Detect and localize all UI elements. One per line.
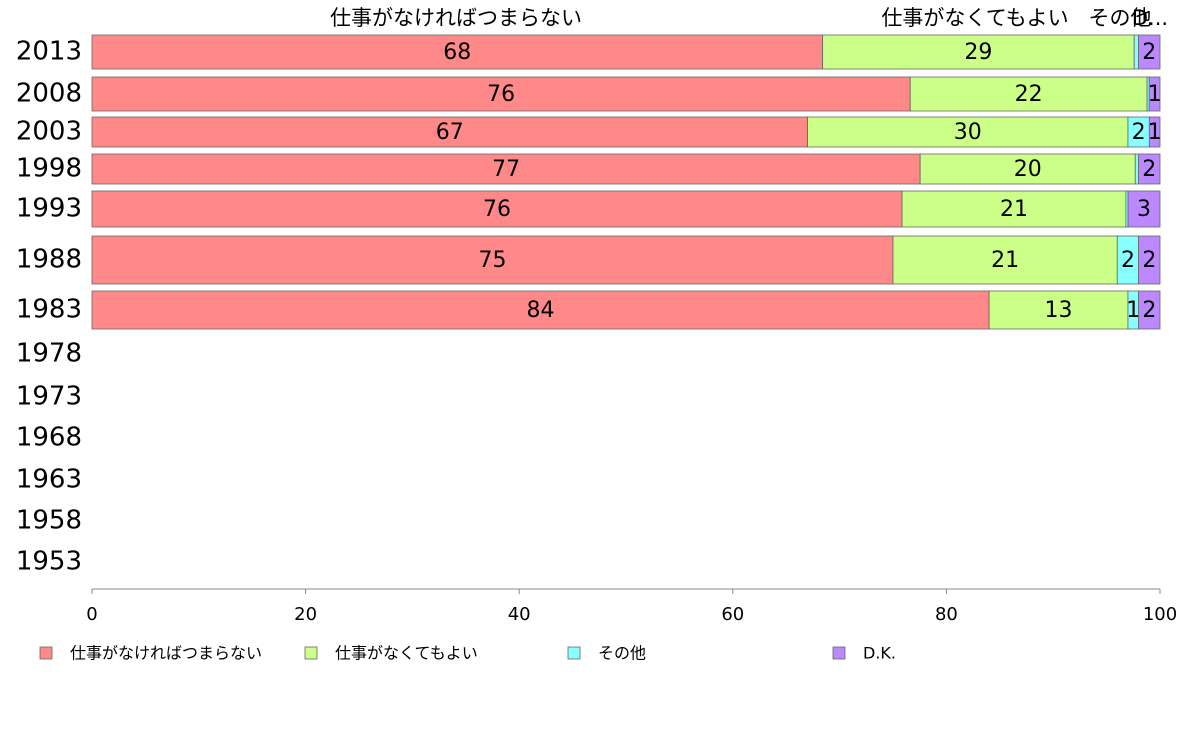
data-label: 2: [1142, 248, 1156, 273]
column-header-label: 仕事がなければつまらない: [330, 6, 582, 30]
data-label: 1: [1148, 82, 1162, 107]
bar-segment: [91, 34, 824, 70]
category-label: 1963: [16, 465, 82, 495]
legend-label: 仕事がなければつまらない: [70, 644, 262, 663]
data-label: 20: [1014, 157, 1042, 182]
bar-segment: [901, 190, 1127, 228]
data-label: 21: [1000, 197, 1028, 222]
bar-segment: [91, 153, 921, 185]
bar-segment: [1148, 116, 1161, 148]
x-tick-label: 40: [508, 604, 531, 625]
bar-segment: [1138, 153, 1161, 185]
bar-segment: [822, 34, 1135, 70]
data-label: 30: [954, 120, 982, 145]
category-label: 1953: [16, 547, 82, 577]
data-label: 77: [492, 157, 520, 182]
bar-segment: [91, 235, 894, 285]
category-label: 2003: [16, 117, 82, 147]
data-label: 29: [964, 40, 992, 65]
category-label: 1998: [16, 154, 82, 184]
bar-segment: [1138, 290, 1161, 330]
data-label: 13: [1045, 298, 1073, 323]
x-tick-label: 20: [294, 604, 317, 625]
category-label: 1993: [16, 194, 82, 224]
category-label: 1968: [16, 423, 82, 453]
data-label: 84: [527, 298, 555, 323]
category-label: 1958: [16, 506, 82, 536]
x-tick-label: 60: [721, 604, 744, 625]
x-tick-label: 80: [935, 604, 958, 625]
data-label: 75: [479, 248, 507, 273]
bar-segment: [91, 190, 903, 228]
category-label: 2013: [16, 37, 82, 67]
x-tick-label: 0: [86, 604, 97, 625]
legend-label: その他: [598, 644, 646, 663]
x-tick-label: 100: [1143, 604, 1177, 625]
data-label: 22: [1015, 82, 1043, 107]
bar-segment: [919, 153, 1136, 185]
legend-label: D.K.: [863, 644, 896, 663]
legend-swatch: [567, 646, 581, 660]
data-label: 2: [1142, 298, 1156, 323]
column-header-label: 仕事がなくてもよい: [881, 6, 1068, 30]
data-label: 67: [436, 120, 464, 145]
category-label: 1978: [16, 339, 82, 369]
data-label: 2: [1142, 157, 1156, 182]
bar-segment: [807, 116, 1129, 148]
legend-swatch: [39, 646, 53, 660]
data-label: 3: [1137, 197, 1151, 222]
bar-segment: [988, 290, 1129, 330]
legend-swatch: [304, 646, 318, 660]
data-label: 76: [483, 197, 511, 222]
bar-segment: [1138, 34, 1161, 70]
category-label: 2008: [16, 79, 82, 109]
column-header-label: D...: [1132, 6, 1168, 30]
data-label: 76: [487, 82, 515, 107]
bar-segment: [1134, 153, 1139, 185]
category-label: 1988: [16, 245, 82, 275]
bar-segment: [1138, 235, 1161, 285]
category-label: 1973: [16, 382, 82, 412]
bar-segment: [892, 235, 1118, 285]
data-label: 2: [1121, 248, 1135, 273]
bar-segment: [1148, 76, 1161, 112]
data-label: 68: [443, 40, 471, 65]
bar-segment: [91, 116, 808, 148]
legend-swatch: [832, 646, 846, 660]
column-header-label: その他: [1089, 6, 1152, 30]
bar-segment: [909, 76, 1148, 112]
bar-segment: [1133, 34, 1139, 70]
bar-segment: [91, 290, 990, 330]
bar-segment: [1127, 190, 1161, 228]
data-label: 1: [1148, 120, 1162, 145]
data-label: 21: [991, 248, 1019, 273]
legend-label: 仕事がなくてもよい: [335, 644, 478, 663]
category-label: 1983: [16, 295, 82, 325]
data-label: 1: [1126, 298, 1140, 323]
data-label: 2: [1132, 120, 1146, 145]
data-label: 2: [1142, 40, 1156, 65]
